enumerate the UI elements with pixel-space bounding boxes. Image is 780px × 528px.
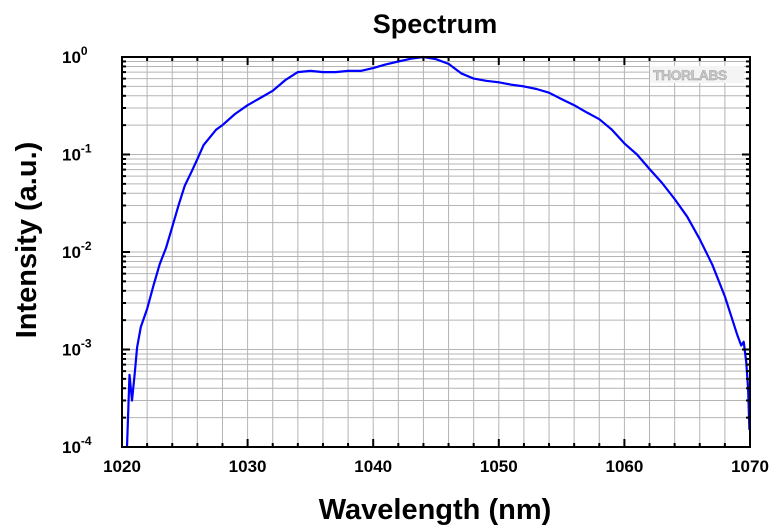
y-tick-exponent: 0: [81, 44, 88, 58]
x-tick-label: 1050: [480, 457, 518, 476]
x-tick-label: 1030: [229, 457, 267, 476]
y-tick-base: 10: [62, 341, 81, 360]
y-tick-base: 10: [62, 438, 81, 457]
thorlabs-logo: THORLABS: [650, 66, 744, 83]
x-tick-label: 1070: [731, 457, 769, 476]
x-tick-label: 1040: [354, 457, 392, 476]
chart-title: Spectrum: [373, 9, 498, 39]
x-tick-label: 1020: [103, 457, 141, 476]
y-tick-exponent: -3: [81, 337, 92, 351]
logo-text: THORLABS: [653, 67, 727, 83]
grid: [122, 57, 750, 447]
y-tick-base: 10: [62, 243, 81, 262]
y-tick-label: 10-3: [62, 337, 92, 360]
x-axis-label: Wavelength (nm): [319, 494, 552, 526]
y-tick-base: 10: [62, 146, 81, 165]
x-tick-labels: 1020 1030 1040 1050 1060 1070: [103, 457, 769, 476]
y-tick-exponent: -4: [81, 434, 92, 448]
y-tick-label: 10-1: [62, 142, 92, 165]
y-tick-exponent: -1: [81, 142, 92, 156]
y-axis-label: Intensity (a.u.): [11, 142, 43, 339]
y-tick-label: 10-4: [62, 434, 92, 457]
y-tick-base: 10: [62, 48, 81, 67]
tick-marks: [121, 56, 751, 448]
x-tick-label: 1060: [605, 457, 643, 476]
y-tick-label: 100: [62, 44, 88, 67]
series-layer: [125, 55, 751, 448]
spectrum-line: [125, 55, 751, 448]
y-tick-label: 10-2: [62, 239, 92, 262]
y-tick-exponent: -2: [81, 239, 92, 253]
